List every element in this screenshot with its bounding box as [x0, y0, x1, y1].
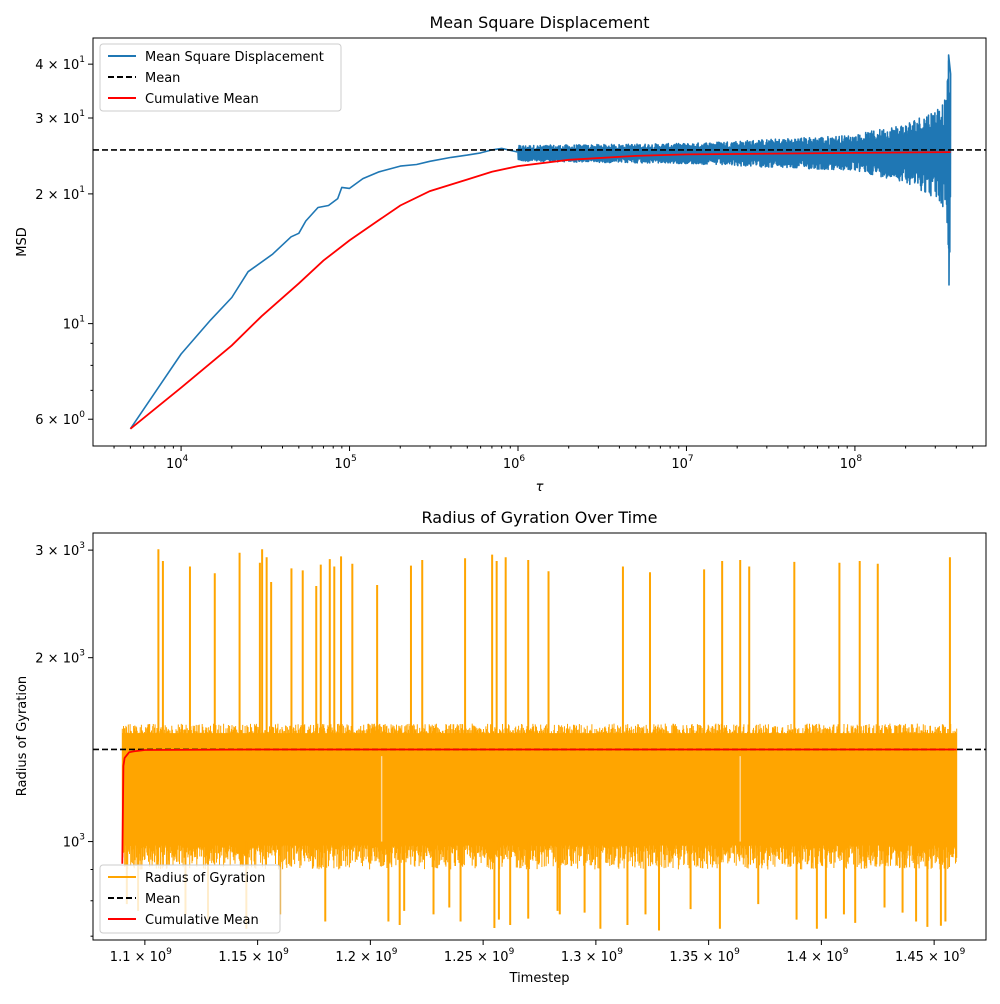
msd-cumulative-mean-line	[129, 151, 951, 430]
rg-y-tick-label: 3 × 103	[35, 541, 85, 559]
msd-y-tick-label: 101	[63, 315, 85, 333]
msd-legend-label-msd: Mean Square Displacement	[145, 50, 324, 65]
rg-cumulative-mean-line	[121, 748, 957, 864]
rg-x-tick-label: 1.25 × 109	[444, 947, 515, 965]
rg-x-axis-label: Timestep	[509, 971, 570, 986]
msd-plot-area	[93, 54, 986, 430]
rg-chart-title: Radius of Gyration Over Time	[422, 508, 658, 527]
msd-chart-title: Mean Square Displacement	[429, 13, 649, 32]
rg-x-tick-label: 1.35 × 109	[669, 947, 740, 965]
msd-y-tick-label: 4 × 101	[35, 55, 85, 73]
msd-x-tick-label: 106	[503, 454, 526, 472]
rg-legend-label-mean: Mean	[145, 892, 180, 907]
rg-legend-label-rg: Radius of Gyration	[145, 871, 265, 886]
rg-panel: Radius of Gyration Over Time 1.1 × 109 1.…	[15, 508, 987, 986]
rg-axes-frame	[92, 532, 987, 941]
rg-y-tick-label: 2 × 103	[35, 649, 85, 667]
msd-x-tick-label: 104	[166, 454, 189, 472]
msd-axes-frame	[92, 37, 987, 447]
rg-x-tick-label: 1.3 × 109	[561, 947, 623, 965]
rg-axes: 1.1 × 109 1.15 × 109 1.2 × 109 1.25 × 109 1.…	[35, 541, 965, 965]
rg-x-tick-label: 1.1 × 109	[110, 947, 172, 965]
msd-series-line	[129, 54, 952, 430]
rg-legend-box	[99, 864, 281, 934]
rg-y-tick-label: 103	[63, 833, 85, 851]
msd-legend: Mean Square Displacement Mean Cumulative…	[99, 43, 342, 112]
msd-y-tick-label: 2 × 101	[35, 185, 85, 203]
rg-series-line	[121, 723, 958, 870]
rg-x-tick-label: 1.15 × 109	[218, 947, 289, 965]
msd-legend-label-mean: Mean	[145, 71, 180, 86]
msd-x-tick-label: 108	[840, 454, 863, 472]
rg-x-tick-label: 1.2 × 109	[335, 947, 397, 965]
rg-x-tick-label: 1.4 × 109	[786, 947, 848, 965]
msd-x-tick-label: 105	[334, 454, 356, 472]
rg-legend: Radius of Gyration Mean Cumulative Mean	[99, 864, 281, 934]
rg-legend-label-cummean: Cumulative Mean	[145, 913, 259, 928]
msd-y-axis-label: MSD	[15, 227, 30, 256]
rg-y-axis-label: Radius of Gyration	[15, 676, 30, 796]
msd-legend-box	[99, 43, 342, 112]
msd-legend-label-cummean: Cumulative Mean	[145, 92, 259, 107]
msd-panel: Mean Square Displacement 104 105 106 107 108…	[15, 13, 987, 495]
msd-x-axis-label: τ	[536, 480, 544, 495]
rg-x-tick-label: 1.45 × 109	[895, 947, 966, 965]
msd-x-tick-label: 107	[671, 454, 693, 472]
msd-y-tick-label: 6 × 100	[35, 410, 85, 428]
msd-y-tick-label: 3 × 101	[35, 109, 85, 127]
rg-plot-area	[93, 549, 986, 931]
msd-axes: 104 105 106 107 108 6 × 100 101 2 × 101 3 × 101 4…	[35, 55, 974, 472]
